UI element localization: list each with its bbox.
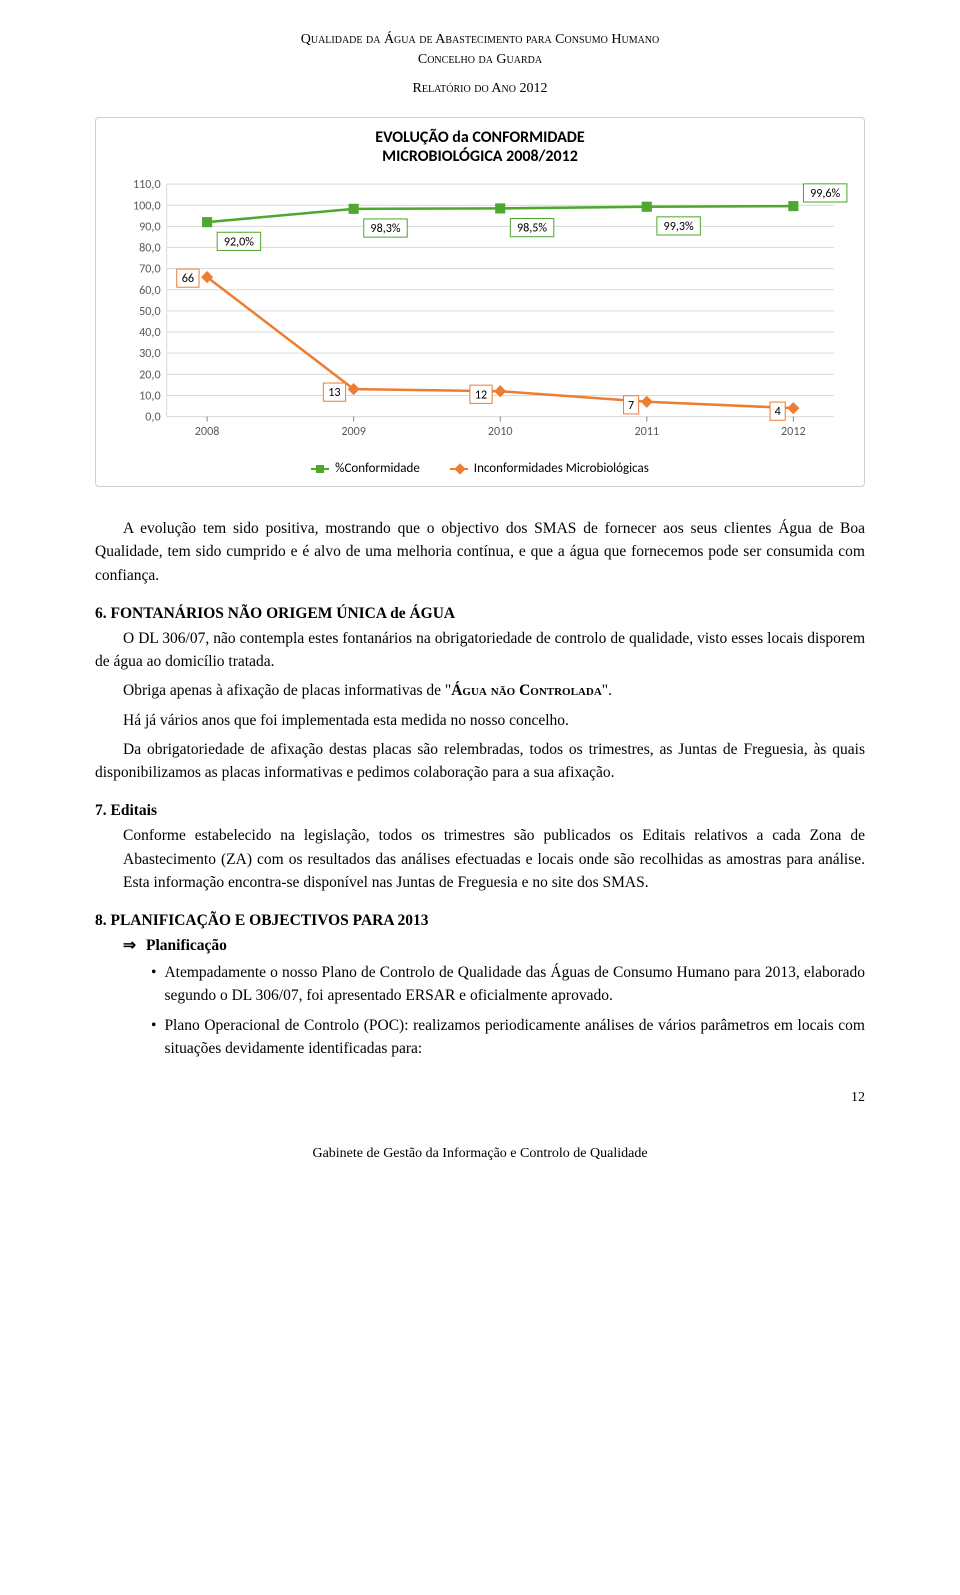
svg-text:60,0: 60,0 (139, 283, 160, 298)
arrow-icon: ⇒ (123, 936, 136, 955)
legend-label-1: %Conformidade (335, 461, 420, 476)
legend-marker-green-icon (311, 468, 329, 470)
section-7-heading: 7. Editais (95, 802, 865, 820)
section-6-p4: Da obrigatoriedade de afixação destas pl… (95, 738, 865, 785)
footer: Gabinete de Gestão da Informação e Contr… (95, 1146, 865, 1162)
svg-text:30,0: 30,0 (139, 346, 160, 361)
svg-text:2010: 2010 (488, 424, 513, 439)
bullet-1-row: • Atempadamente o nosso Plano de Control… (151, 961, 865, 1008)
svg-text:4: 4 (775, 404, 781, 419)
svg-text:99,3%: 99,3% (664, 219, 694, 234)
section-8-subheading: Planificação (146, 937, 227, 955)
chart-container: EVOLUÇÃO da CONFORMIDADE MICROBIOLÓGICA … (95, 117, 865, 487)
svg-text:98,3%: 98,3% (370, 221, 400, 236)
header-line-3: Relatório do Ano 2012 (95, 79, 865, 99)
svg-text:20,0: 20,0 (139, 368, 160, 383)
body-text: A evolução tem sido positiva, mostrando … (95, 517, 865, 1060)
page-number: 12 (95, 1090, 865, 1106)
svg-text:2011: 2011 (634, 424, 659, 439)
legend-label-2: Inconformidades Microbiológicas (474, 461, 649, 476)
svg-text:100,0: 100,0 (133, 198, 161, 213)
header-line-1: Qualidade da Água de Abastecimento para … (95, 30, 865, 50)
svg-text:90,0: 90,0 (139, 220, 160, 235)
svg-text:2012: 2012 (781, 424, 806, 439)
section-6-p1: O DL 306/07, não contempla estes fontaná… (95, 627, 865, 674)
section-6-heading: 6. FONTANÁRIOS NÃO ORIGEM ÚNICA de ÁGUA (95, 605, 865, 623)
legend-marker-orange-icon (450, 468, 468, 470)
legend-item-conformidade: %Conformidade (311, 461, 420, 476)
chart-title: EVOLUÇÃO da CONFORMIDADE MICROBIOLÓGICA … (106, 128, 854, 166)
svg-text:80,0: 80,0 (139, 241, 160, 256)
section-8-subheading-row: ⇒ Planificação (123, 936, 865, 955)
svg-text:13: 13 (328, 385, 340, 400)
svg-text:2009: 2009 (341, 424, 366, 439)
chart-title-line2: MICROBIOLÓGICA 2008/2012 (382, 147, 578, 166)
svg-text:0,0: 0,0 (145, 410, 160, 425)
svg-text:98,5%: 98,5% (517, 221, 547, 236)
bullet-1-text: Atempadamente o nosso Plano de Controlo … (164, 961, 865, 1008)
svg-text:70,0: 70,0 (139, 262, 160, 277)
section-7-p1: Conforme estabelecido na legislação, tod… (123, 824, 865, 894)
bullet-2-row: • Plano Operacional de Controlo (POC): r… (151, 1014, 865, 1061)
bullet-icon: • (151, 1014, 156, 1037)
legend-item-inconformidades: Inconformidades Microbiológicas (450, 461, 649, 476)
svg-text:50,0: 50,0 (139, 304, 160, 319)
svg-text:12: 12 (475, 387, 487, 402)
para-intro: A evolução tem sido positiva, mostrando … (95, 517, 865, 587)
bullet-2-text: Plano Operacional de Controlo (POC): rea… (164, 1014, 865, 1061)
svg-text:2008: 2008 (195, 424, 220, 439)
chart-title-line1: EVOLUÇÃO da CONFORMIDADE (375, 128, 584, 147)
svg-text:7: 7 (628, 398, 634, 413)
svg-text:110,0: 110,0 (133, 177, 161, 192)
svg-text:10,0: 10,0 (139, 389, 160, 404)
svg-text:40,0: 40,0 (139, 325, 160, 340)
page-header: Qualidade da Água de Abastecimento para … (95, 30, 865, 99)
chart-legend: %Conformidade Inconformidades Microbioló… (106, 461, 854, 476)
section-6-p3: Há já vários anos que foi implementada e… (95, 709, 865, 732)
section-6-p2: Obriga apenas à afixação de placas infor… (95, 679, 865, 702)
section-8-heading: 8. PLANIFICAÇÃO E OBJECTIVOS PARA 2013 (95, 912, 865, 930)
svg-text:99,6%: 99,6% (810, 186, 840, 201)
chart-svg: 0,0 10,0 20,0 30,0 40,0 50,0 60,0 70,0 80,0 90,0 1… (106, 174, 854, 457)
svg-text:92,0%: 92,0% (224, 235, 254, 250)
svg-text:66: 66 (182, 271, 194, 286)
bullet-icon: • (151, 961, 156, 984)
header-line-2: Concelho da Guarda (95, 50, 865, 70)
